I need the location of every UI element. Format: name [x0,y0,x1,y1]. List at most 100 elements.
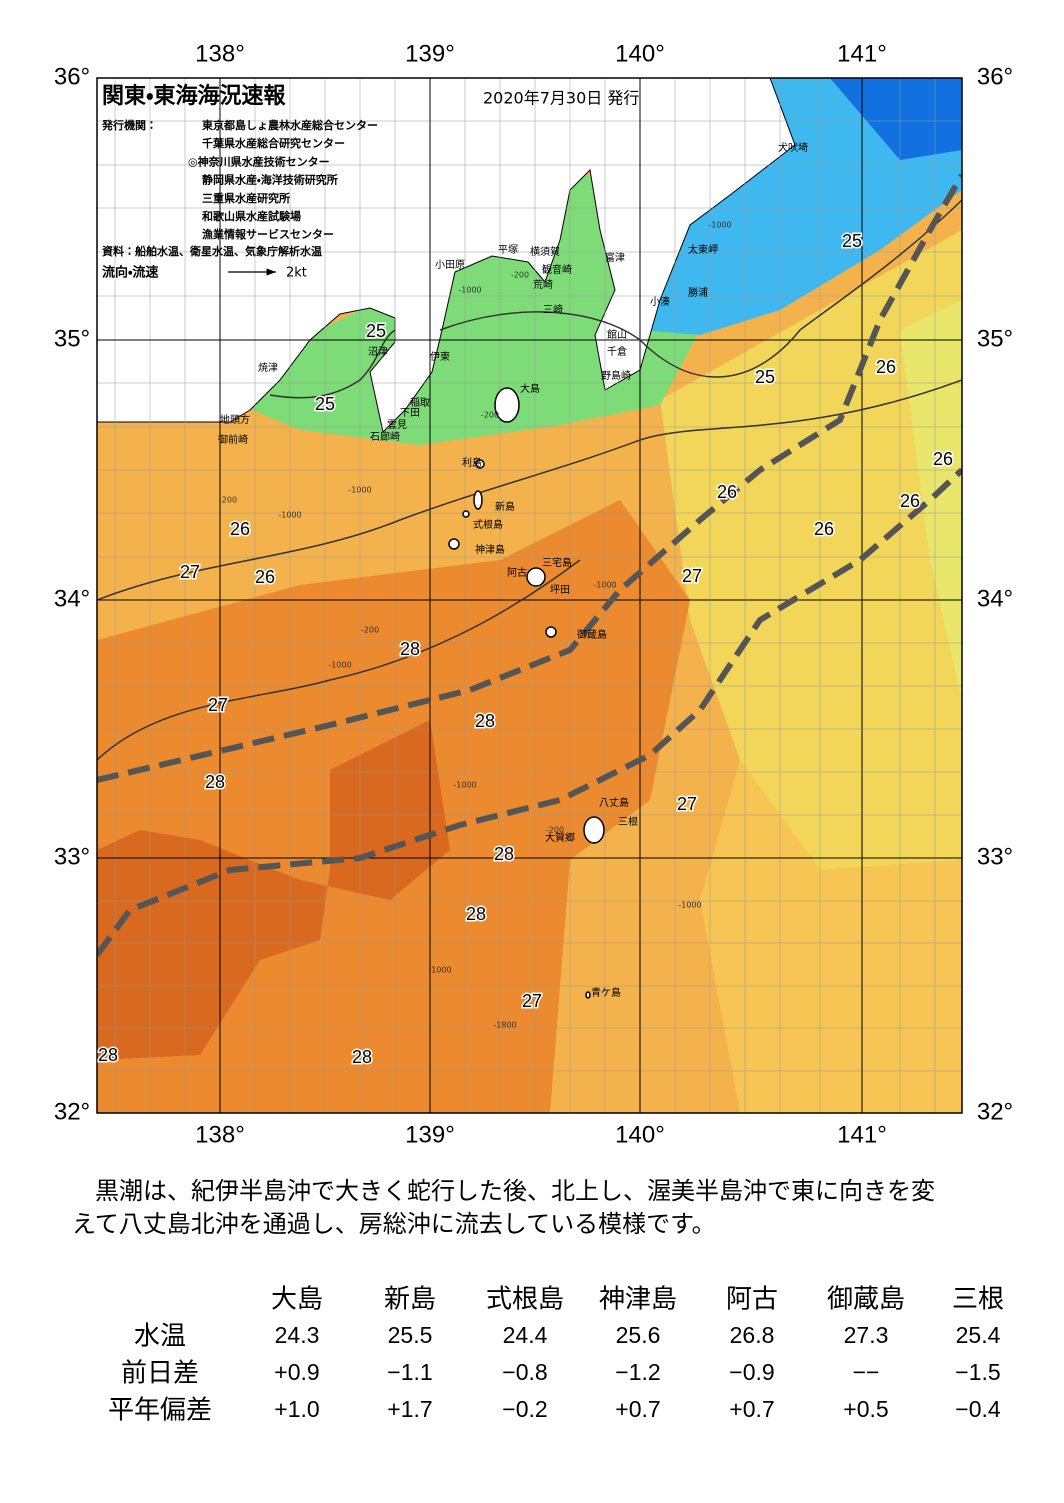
place-name: 沼津 [368,345,388,358]
place-name: 三宅島 [542,556,572,569]
depth-label: -200 [546,826,564,835]
lat-tick-label: 32° [54,1098,90,1125]
place-name: 大賀郷 [545,831,575,844]
place-name: 小田原 [435,259,465,271]
cell: 26.8 [730,1322,775,1348]
description-line: えて八丈島北沖を通過し、房総沖に流去している模様です。 [72,1210,716,1238]
cell: −0.2 [502,1396,547,1422]
isotherm-label: 25 [315,394,335,414]
place-name: 犬吠埼 [778,141,808,154]
place-name: 下田 [400,408,420,419]
cell: −− [853,1359,880,1385]
column-header: 三根 [952,1285,1004,1315]
place-name: 坪田 [550,583,570,596]
fine-grid [97,78,962,1113]
graticule [97,78,962,1113]
depth-label: -1000 [428,966,451,975]
current-scale: 2kt [286,266,307,281]
lat-tick-label: 36° [54,63,90,90]
current-label: 流向・流速 [102,265,158,281]
cell: +0.7 [615,1396,660,1422]
place-name: 観音崎 [542,263,572,276]
publisher: 静岡県水産・海洋技術研究所 [202,173,338,187]
publisher: 東京都島しょ農林水産総合センター [202,118,378,132]
cell: −0.4 [955,1396,1001,1422]
lon-tick-label: 139° [405,1121,455,1148]
source: 資料：船舶水温、衛星水温、気象庁解析水温 [102,244,322,258]
isotherm-label: 28 [400,639,420,659]
place-name: 三崎 [543,303,563,316]
isotherm-label: 28 [494,844,514,864]
place-name: 御前崎 [218,433,248,446]
place-name: 阿古 [507,566,527,579]
cell: +1.0 [274,1396,319,1422]
depth-label: -200 [219,496,237,505]
place-name: 富津 [605,251,625,264]
depth-label: -1000 [453,781,476,790]
cell: −0.8 [502,1359,547,1385]
place-name: 青ケ島 [591,986,621,999]
cell: 27.3 [844,1322,889,1348]
column-header: 式根島 [486,1285,564,1315]
place-name: 稲取 [410,397,430,409]
lat-tick-label: 35° [977,325,1013,352]
isotherm-label: 27 [180,562,200,582]
row-label: 水温 [134,1322,186,1352]
place-name: 焼津 [258,362,278,374]
place-name: 太東岬 [688,243,718,256]
isotherm-label: 26 [900,491,920,511]
map [97,78,962,1113]
depth-label: -200 [481,411,499,420]
description-line: 黒潮は、紀伊半島沖で大きく蛇行した後、北上し、渥美半島沖で東に向きを変 [95,1177,935,1205]
place-name: 石廊崎 [370,430,400,443]
lat-tick-label: 34° [54,585,90,612]
isotherm-label: 26 [933,449,953,469]
cell: +0.5 [843,1396,888,1422]
column-header: 阿古 [726,1285,778,1315]
cell: −1.1 [387,1359,432,1385]
place-name: 御蔵島 [577,628,607,641]
place-name: 八丈島 [599,796,629,809]
isotherm-label: 25 [842,231,862,251]
cell: 24.4 [503,1322,548,1348]
place-name: 三根 [618,815,638,828]
islands [448,387,605,999]
kuroshio-axis [97,173,962,957]
lon-tick-label: 140° [615,40,665,67]
isotherm-label: 26 [814,519,834,539]
lon-tick-label: 138° [195,1121,245,1148]
lat-tick-label: 32° [977,1098,1013,1125]
publisher: 三重県水産研究所 [202,191,290,205]
isotherm-label: 28 [352,1047,372,1067]
isotherm-label: 27 [682,566,702,586]
isotherm-label: 26 [255,567,275,587]
depth-label: -1000 [278,511,301,520]
lat-tick-label: 35° [54,325,90,352]
cell: 24.3 [275,1322,320,1348]
isotherm-label: 26 [717,482,737,502]
cell: +1.7 [387,1396,432,1422]
sea-deep [830,78,962,160]
depth-label: -1000 [678,901,701,910]
lat-tick-label: 33° [977,843,1013,870]
column-header: 御蔵島 [827,1285,905,1315]
depth-label: -1000 [458,286,481,295]
cell: −1.2 [615,1359,660,1385]
cell: −1.5 [955,1359,1000,1385]
map-frame [96,77,963,1114]
place-name: 伊東 [430,350,450,363]
column-header: 大島 [271,1285,323,1315]
place-name: 新島 [495,500,515,513]
depth-label: -1800 [493,1021,516,1030]
depth-label: -1000 [328,661,351,670]
place-name: 地頭方 [220,413,250,426]
isotherm-label: 26 [230,519,250,539]
place-name: 雲見 [387,419,407,431]
place-name: 横須賀 [530,245,560,258]
row-label: 前日差 [121,1359,199,1389]
isotherm-label: 26 [876,357,896,377]
place-name: 千倉 [607,346,627,358]
place-name: 勝浦 [688,286,708,299]
